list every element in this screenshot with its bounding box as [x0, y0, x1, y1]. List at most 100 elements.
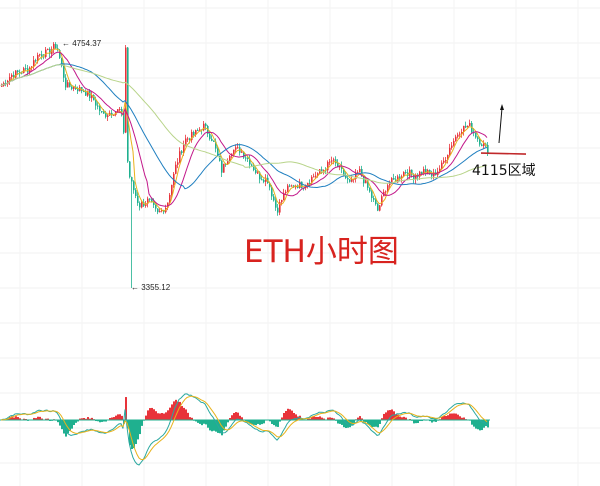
candle-body	[323, 170, 325, 172]
candle-body	[423, 169, 425, 174]
macd-histogram-bar	[191, 417, 193, 420]
zone-line	[480, 152, 527, 155]
candle-body	[243, 151, 245, 158]
macd-histogram-bar	[81, 418, 83, 420]
macd-histogram-bar	[389, 410, 391, 420]
candle-body	[49, 48, 51, 54]
candle-body	[341, 165, 343, 169]
candle-body	[107, 115, 109, 117]
macd-histogram-bar	[331, 417, 333, 420]
candle-body	[153, 201, 155, 205]
candle-body	[387, 185, 389, 192]
candle-body	[31, 66, 33, 68]
macd-histogram-bar	[413, 420, 415, 424]
candle-body	[317, 173, 319, 176]
macd-histogram-bar	[481, 420, 483, 431]
macd-histogram-bar	[419, 420, 421, 422]
macd-histogram-bar	[275, 420, 277, 427]
macd-histogram-bar	[175, 399, 177, 420]
macd-histogram-bar	[367, 420, 369, 425]
macd-histogram-bar	[307, 418, 309, 420]
macd-histogram-bar	[211, 420, 213, 432]
candle-body	[1, 85, 3, 87]
candle-body	[337, 163, 339, 168]
macd-histogram-bar	[371, 420, 373, 428]
macd-histogram-bar	[219, 420, 221, 434]
macd-histogram-bar	[345, 420, 347, 429]
candle-body	[381, 196, 383, 206]
candle-body	[157, 208, 159, 213]
macd-histogram-bar	[319, 416, 321, 420]
macd-histogram-bar	[487, 420, 489, 428]
candle-body	[255, 170, 257, 173]
candle-body	[447, 154, 449, 161]
candle-body	[311, 176, 313, 184]
macd-histogram-bar	[225, 420, 227, 427]
macd-histogram-bar	[455, 413, 457, 420]
macd-histogram-bar	[111, 417, 113, 420]
macd-histogram-bar	[255, 420, 257, 426]
macd-histogram-bar	[483, 420, 485, 428]
candle-body	[349, 179, 351, 182]
macd-histogram-bar	[151, 407, 153, 420]
candle-body	[343, 168, 345, 176]
candle-body	[95, 100, 97, 106]
candle-body	[181, 151, 183, 154]
candle-body	[379, 205, 381, 211]
candle-body	[135, 190, 137, 196]
candle-body	[41, 54, 43, 57]
low-price-label: ← 3355.12	[131, 283, 171, 292]
candle-body	[389, 183, 391, 186]
macd-histogram-bar	[101, 420, 103, 422]
candle-body	[111, 112, 113, 115]
macd-histogram-bar	[125, 397, 127, 420]
candle-body	[69, 82, 71, 87]
macd-histogram-bar	[201, 420, 203, 426]
candle-body	[103, 111, 105, 114]
macd-histogram-bar	[257, 420, 259, 424]
macd-histogram-bar	[353, 420, 355, 423]
candle-body	[417, 176, 419, 178]
macd-histogram-bar	[249, 420, 251, 424]
macd-histogram-bar	[63, 420, 65, 434]
macd-histogram-bar	[475, 420, 477, 429]
candle-body	[21, 72, 23, 74]
candle-body	[351, 179, 353, 182]
macd-histogram-bar	[69, 420, 71, 432]
macd-histogram-bar	[381, 418, 383, 420]
candle-body	[113, 114, 115, 116]
macd-histogram-bar	[115, 415, 117, 420]
macd-histogram-bar	[317, 416, 319, 420]
candle-body	[151, 199, 153, 202]
macd-histogram-bar	[37, 416, 39, 420]
macd-histogram-bar	[229, 417, 231, 420]
candle-body	[301, 181, 303, 188]
up-arrow-shaft	[498, 107, 503, 144]
macd-histogram-bar	[77, 420, 79, 422]
macd-histogram-bar	[379, 420, 381, 424]
macd-histogram-bar	[85, 418, 87, 420]
macd-histogram-bar	[399, 416, 401, 420]
candle-body	[55, 44, 57, 49]
candle-body	[159, 211, 161, 213]
macd-histogram-bar	[215, 420, 217, 432]
candle-body	[149, 198, 151, 200]
candle-body	[273, 196, 275, 201]
candle-body	[357, 172, 359, 174]
macd-histogram-bar	[57, 420, 59, 423]
candle-body	[39, 54, 41, 56]
macd-histogram-bar	[283, 412, 285, 420]
candle-body	[403, 171, 405, 177]
candle-body	[313, 176, 315, 178]
macd-histogram-bar	[241, 417, 243, 420]
candle-body	[35, 60, 37, 62]
candle-body	[363, 176, 365, 184]
candle-body	[131, 177, 133, 182]
macd-histogram-bar	[365, 420, 367, 422]
candle-body	[315, 175, 317, 177]
candle-body	[93, 94, 95, 101]
macd-histogram-bar	[119, 414, 121, 420]
candle-body	[123, 112, 125, 133]
macd-histogram-bar	[105, 420, 107, 422]
macd-histogram-bar	[339, 420, 341, 424]
